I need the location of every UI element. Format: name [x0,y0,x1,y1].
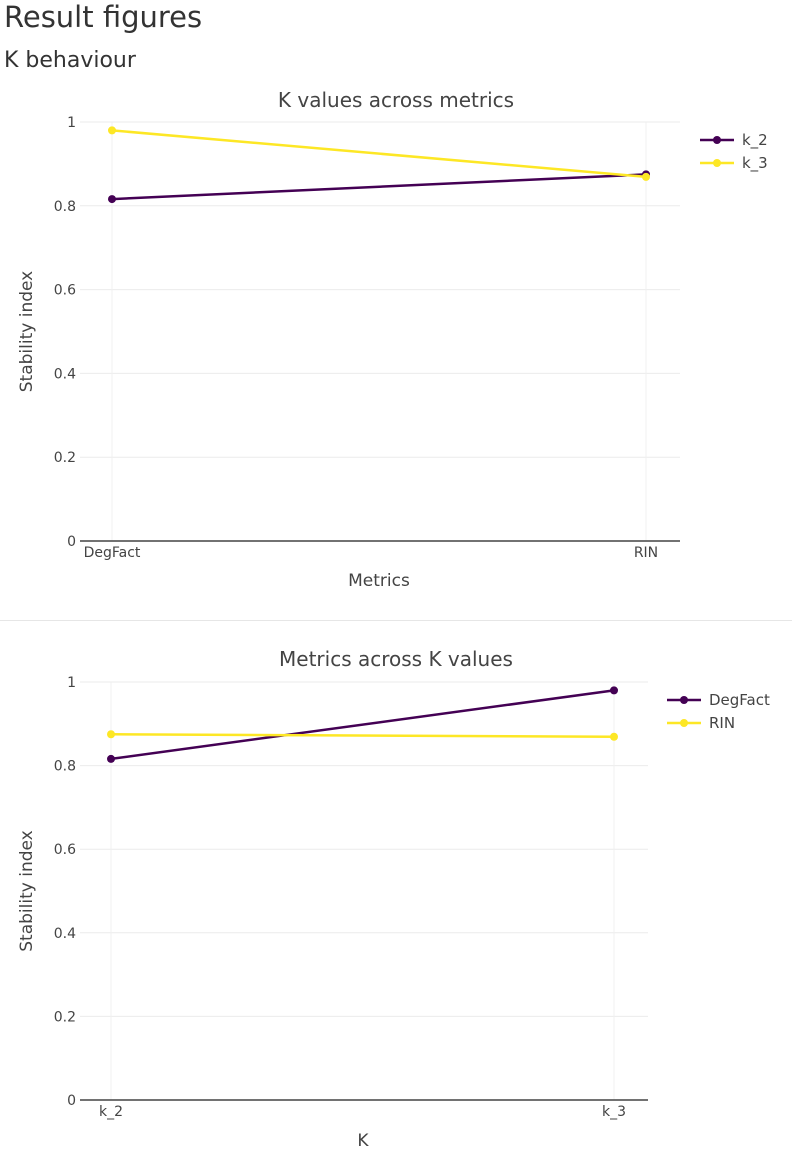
chart1-ytick-label: 0 [67,1093,76,1109]
chart0-legend-swatch-marker [713,159,721,167]
chart0-ytick-label: 0 [67,534,76,550]
chart1-legend-swatch-marker [680,696,688,704]
chart1-ytick-label: 0.6 [54,842,76,858]
chart0-ytick-label: 0.6 [54,283,76,299]
chart0-legend-swatch-marker [713,136,721,144]
chart0-xtick-label: RIN [634,545,658,561]
chart0-data-point [108,195,116,204]
section-title: K behaviour [4,48,136,73]
chart1-series-line-degfact [110,689,615,761]
chart1-legend-label: RIN [709,714,735,732]
chart1-ytick-label: 0.2 [54,1009,76,1025]
chart0-data-point [108,126,116,135]
chart0-data-point [642,172,650,181]
chart0-legend-item[interactable]: k_3 [700,154,768,173]
chart1-data-point [610,732,618,741]
chart1-series-line-rin [110,733,615,739]
chart1-data-point [610,686,618,695]
chart1-legend-swatch-marker [680,719,688,727]
chart0-ytick-label: 0.2 [54,450,76,466]
chart1-ylabel: Stability index [17,830,37,951]
chart0-ylabel: Stability index [17,271,37,392]
chart0-legend-item[interactable]: k_2 [700,131,768,150]
chart-metrics-across-k-values: Metrics across K values 0 0.2 0.4 0.6 0.8 1 k_2… [17,647,770,1151]
chart1-xlabel: K [357,1131,369,1151]
chart1-ytick-label: 0.4 [54,926,76,942]
page-title: Result figures [4,0,203,34]
chart1-legend-item[interactable]: DegFact [667,691,770,709]
chart0-legend-label: k_3 [742,154,768,173]
chart0-ytick-label: 0.8 [54,199,76,215]
chart1-ytick-label: 1 [67,675,76,691]
chart1-title: Metrics across K values [279,647,513,671]
chart0-xlabel: Metrics [348,571,410,591]
chart0-xtick-label: DegFact [84,545,141,561]
chart1-xtick-label: k_3 [602,1104,626,1120]
section-divider [0,620,792,621]
chart1-legend-label: DegFact [709,691,770,709]
chart1-data-point [107,754,115,763]
chart0-ytick-label: 0.4 [54,366,76,382]
chart0-series-line-k-2 [111,173,647,201]
chart0-series-line-k-3 [111,129,647,179]
chart0-title: K values across metrics [278,88,514,112]
chart1-legend-item[interactable]: RIN [667,714,735,732]
chart-k-values-across-metrics: K values across metrics 0 0.2 0.4 0.6 0.8 1 Deg… [17,88,768,591]
chart0-ytick-label: 1 [67,115,76,131]
chart1-ytick-label: 0.8 [54,759,76,775]
chart0-legend-label: k_2 [742,131,768,150]
chart1-data-point [107,730,115,739]
chart1-xtick-label: k_2 [99,1104,123,1120]
